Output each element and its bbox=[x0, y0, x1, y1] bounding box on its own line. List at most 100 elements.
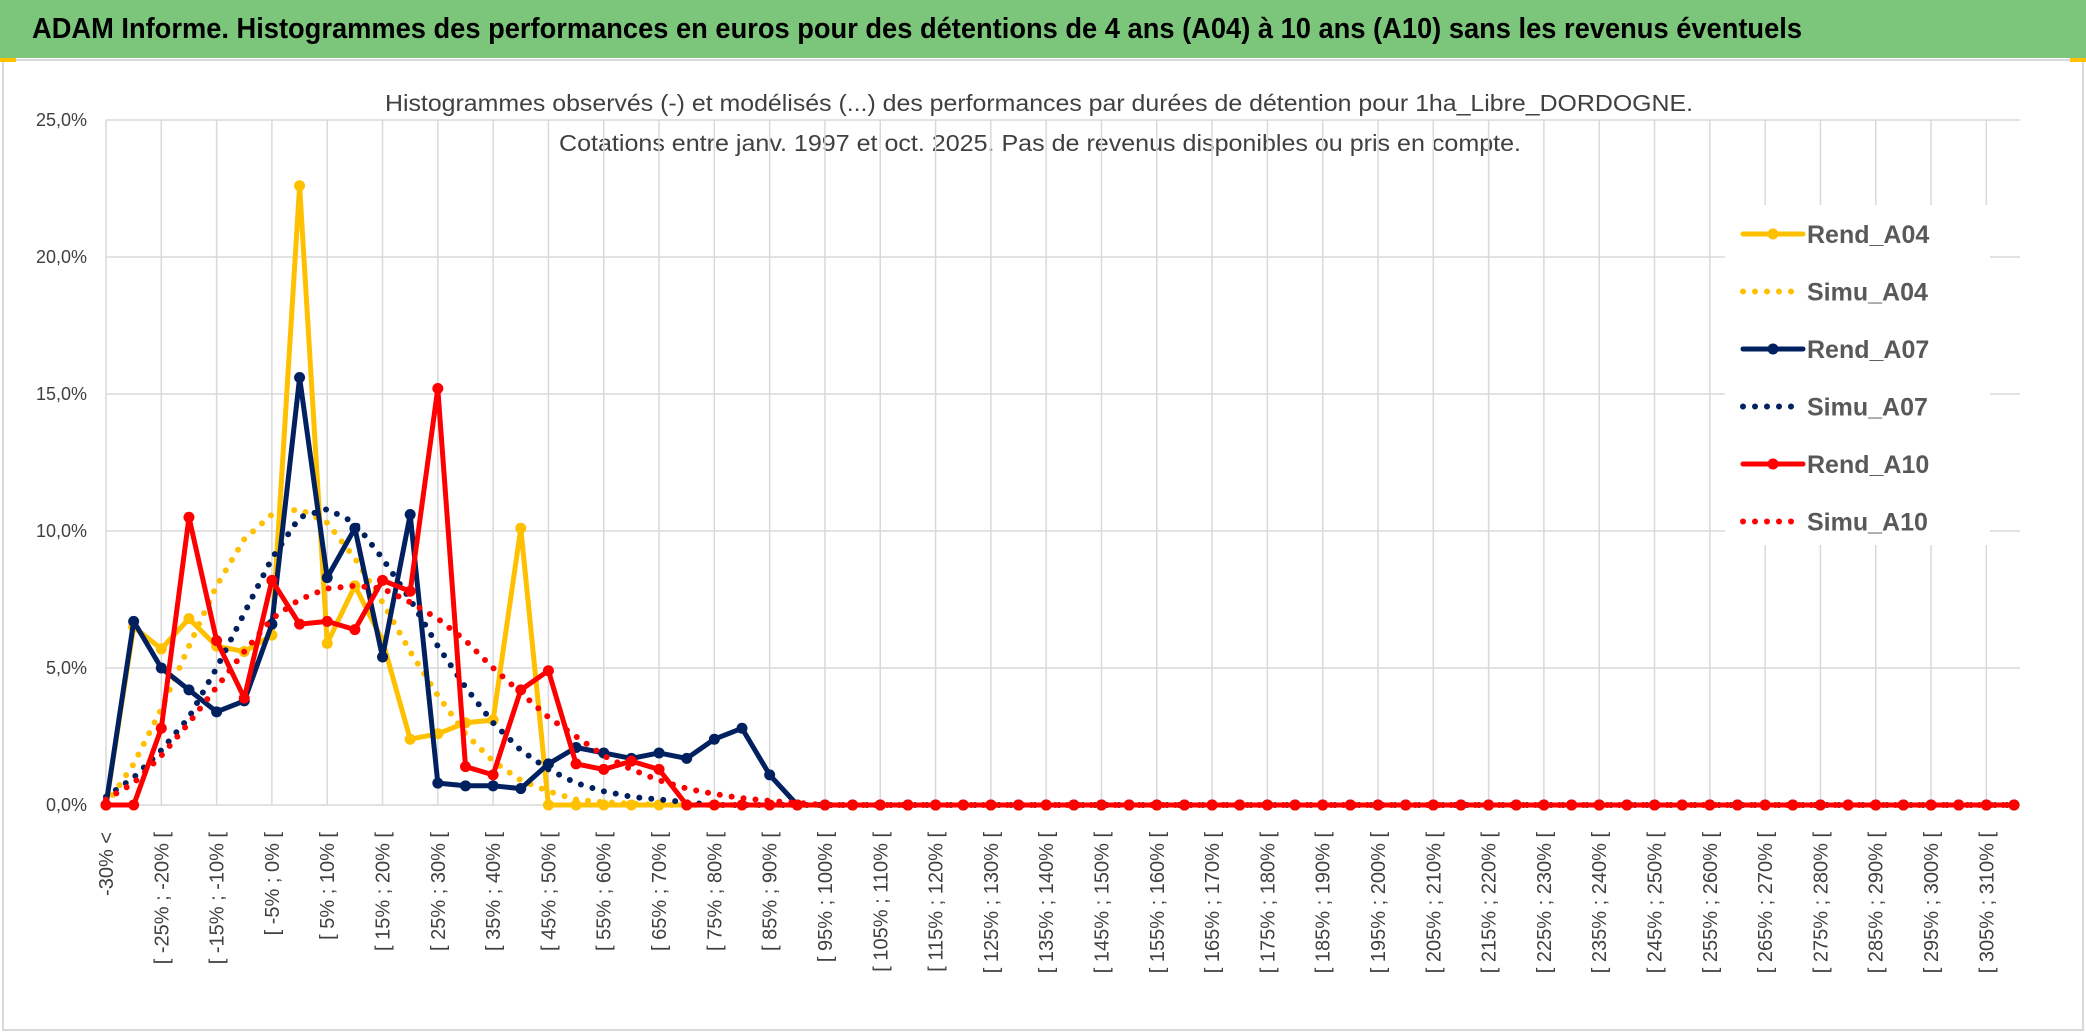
x-tick-label: [ -25% ; -20% [ bbox=[151, 832, 173, 965]
x-tick-label: [ 35% ; 40% [ bbox=[483, 832, 505, 951]
y-tick-label: 20,0% bbox=[36, 247, 87, 267]
marker bbox=[681, 799, 693, 811]
marker bbox=[1593, 799, 1605, 811]
x-tick-label: [ 5% ; 10% [ bbox=[317, 832, 339, 940]
marker bbox=[985, 799, 997, 811]
y-tick-label: 25,0% bbox=[36, 110, 87, 130]
marker bbox=[404, 585, 416, 597]
marker bbox=[1870, 799, 1882, 811]
marker bbox=[681, 752, 693, 764]
dotted-line bbox=[103, 506, 2017, 808]
x-tick-label: [ 145% ; 150% [ bbox=[1091, 832, 1113, 974]
marker bbox=[1510, 799, 1522, 811]
x-tick-label: [ 285% ; 290% [ bbox=[1866, 832, 1888, 974]
marker bbox=[183, 613, 195, 625]
x-tick-label: [ 215% ; 220% [ bbox=[1479, 832, 1501, 974]
x-tick-label: [ 75% ; 80% [ bbox=[704, 832, 726, 951]
x-tick-label: [ 45% ; 50% [ bbox=[538, 832, 560, 951]
marker bbox=[1427, 799, 1439, 811]
x-tick-label: [ 65% ; 70% [ bbox=[649, 832, 671, 951]
legend-label: Rend_A04 bbox=[1807, 221, 1929, 249]
legend-label: Simu_A04 bbox=[1807, 279, 1928, 307]
marker bbox=[155, 722, 167, 734]
marker bbox=[404, 733, 416, 745]
marker bbox=[128, 615, 140, 627]
plot bbox=[100, 180, 2020, 811]
x-tick-label: [ 255% ; 260% [ bbox=[1700, 832, 1722, 974]
header-bar bbox=[0, 0, 2086, 58]
marker bbox=[155, 643, 167, 655]
x-tick-label: [ 155% ; 160% [ bbox=[1147, 832, 1169, 974]
y-tick-label: 15,0% bbox=[36, 384, 87, 404]
x-tick-label: [ 165% ; 170% [ bbox=[1202, 832, 1224, 974]
x-tick-label: [ 295% ; 300% [ bbox=[1921, 832, 1943, 974]
marker bbox=[211, 706, 223, 718]
marker bbox=[349, 624, 361, 636]
legend-label: Rend_A10 bbox=[1807, 451, 1929, 479]
marker bbox=[487, 780, 499, 792]
x-tick-label: [ 135% ; 140% [ bbox=[1036, 832, 1058, 974]
grid: 0,0% 5,0% 10,0% 15,0% 20,0% 25,0% -30% < [ -25%… bbox=[36, 110, 2020, 973]
marker bbox=[321, 572, 333, 584]
marker bbox=[791, 799, 803, 811]
x-tick-label: [ 185% ; 190% [ bbox=[1313, 832, 1335, 974]
marker bbox=[404, 509, 416, 521]
legend-marker bbox=[1767, 228, 1779, 240]
x-tick-label: [ -15% ; -10% [ bbox=[207, 832, 229, 965]
marker bbox=[736, 722, 748, 734]
y-tick-label: 0,0% bbox=[46, 795, 87, 815]
x-tick-label: [ 55% ; 60% [ bbox=[594, 832, 616, 951]
x-tick-label: [ 95% ; 100% [ bbox=[815, 832, 837, 963]
marker bbox=[1621, 799, 1633, 811]
x-tick-label: [ 305% ; 310% [ bbox=[1976, 832, 1998, 974]
corner bbox=[2070, 58, 2086, 62]
marker bbox=[874, 799, 886, 811]
legend-label: Rend_A07 bbox=[1807, 336, 1929, 364]
x-tick-label: [ 115% ; 120% [ bbox=[926, 832, 948, 972]
marker bbox=[2008, 799, 2020, 811]
marker bbox=[708, 799, 720, 811]
y-tick-label: 5,0% bbox=[46, 658, 87, 678]
x-tick-label: [ 15% ; 20% [ bbox=[373, 832, 395, 951]
marker bbox=[487, 769, 499, 781]
marker bbox=[542, 665, 554, 677]
header-title: ADAM Informe. Histogrammes des performan… bbox=[32, 13, 1802, 45]
chart-subtitle: Cotations entre janv. 1997 et oct. 2025.… bbox=[559, 130, 1521, 156]
line bbox=[103, 386, 2017, 808]
chart-title: Histogrammes observés (-) et modélisés (… bbox=[385, 90, 1693, 116]
marker bbox=[432, 383, 444, 395]
marker bbox=[1704, 799, 1716, 811]
x-tick-label: [ 235% ; 240% [ bbox=[1589, 832, 1611, 974]
x-tick-label: [ 175% ; 180% [ bbox=[1257, 832, 1279, 974]
legend-label: Simu_A07 bbox=[1807, 394, 1928, 422]
marker bbox=[321, 637, 333, 649]
marker bbox=[1068, 799, 1080, 811]
marker bbox=[653, 747, 665, 759]
x-tick-label: [ -5% ; 0% [ bbox=[262, 832, 284, 936]
marker bbox=[266, 574, 278, 586]
marker bbox=[1980, 799, 1992, 811]
x-tick-label: [ 125% ; 130% [ bbox=[981, 832, 1003, 974]
legend-marker bbox=[1767, 458, 1779, 470]
x-tick-label: [ 225% ; 230% [ bbox=[1534, 832, 1556, 974]
x-tick-label: [ 195% ; 200% [ bbox=[1368, 832, 1390, 974]
marker bbox=[1151, 799, 1163, 811]
marker bbox=[211, 635, 223, 647]
marker bbox=[1787, 799, 1799, 811]
marker bbox=[183, 684, 195, 696]
x-tick-label: [ 275% ; 280% [ bbox=[1810, 832, 1832, 974]
marker bbox=[708, 733, 720, 745]
x-tick-label: [ 205% ; 210% [ bbox=[1423, 832, 1445, 974]
marker bbox=[598, 763, 610, 775]
legend: Rend_A04 Simu_A04 Rend_A07 Simu_A07 Rend_A10… bbox=[1725, 205, 1990, 545]
legend-marker bbox=[1767, 343, 1779, 355]
marker bbox=[294, 180, 306, 192]
marker bbox=[377, 574, 389, 586]
marker bbox=[294, 372, 306, 384]
marker bbox=[459, 761, 471, 773]
x-tick-label: [ 245% ; 250% [ bbox=[1645, 832, 1667, 974]
marker bbox=[1234, 799, 1246, 811]
x-tick-label: -30% < bbox=[96, 832, 118, 896]
marker bbox=[764, 769, 776, 781]
